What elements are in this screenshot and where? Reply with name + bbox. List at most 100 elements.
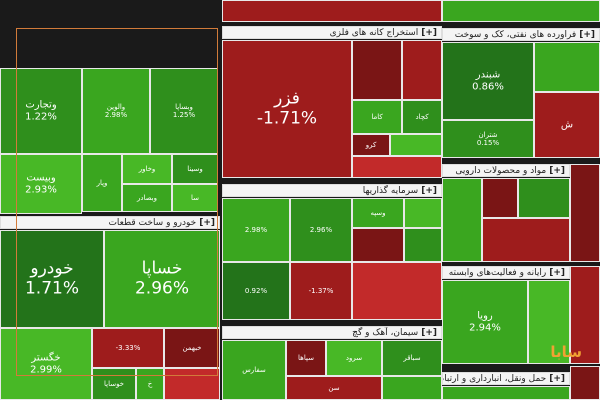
tile-haml-1[interactable] [442,386,570,400]
tile-pct: 0.15% [476,139,500,147]
tile-daroo-3[interactable] [518,178,570,218]
tile-sarmaye-4[interactable]: -1.37% [290,262,352,320]
tile-khbahman[interactable]: خبهمن [164,328,220,368]
tile-khosapa[interactable]: خوساپا [92,368,136,400]
tile-valvin[interactable]: والوین 2.98% [82,68,150,154]
tile-sarmaye-1[interactable]: 2.98% [222,198,290,262]
section-header-rayane[interactable]: [+]رایانه و فعالیت‌های وابسته [442,266,570,279]
section-title: خودرو و ساخت قطعات [108,218,197,228]
tile-pct: -1.37% [308,286,334,295]
tile-vsina[interactable]: وسینا [172,154,218,184]
section-header-haml[interactable]: [+]حمل ونقل، انبارداری و ارتباطات [442,372,570,385]
expand-icon[interactable]: [+] [549,268,565,278]
expand-icon[interactable]: [+] [199,218,215,228]
tile-khodro[interactable]: خودرو 1.71% [0,230,104,328]
tile-sarmaye-6[interactable] [352,228,404,262]
tile-vbemellat[interactable]: وبیست 2.93% [0,154,82,214]
tile-khgostar[interactable]: خگستر 2.99% [0,328,92,400]
tile-sarood[interactable]: سرود [326,340,382,376]
tile-kama[interactable]: کاما [352,100,402,134]
tile-naft-1[interactable] [534,42,600,92]
tile-felezat-1[interactable] [352,40,402,100]
tile-vbsapa[interactable]: وبساپا 1.25% [150,68,218,154]
tile-pct: 0.86% [472,81,504,92]
tile-vbsadr[interactable]: وبصادر [122,184,172,212]
tile-shtran[interactable]: شتران 0.15% [442,120,534,158]
tile-daroo-5[interactable] [570,164,600,262]
tile-sarmaye-7[interactable] [404,228,442,262]
section-header-daroo[interactable]: [+]مواد و محصولات دارویی [442,164,570,177]
tile-name: شتران [478,130,498,139]
tile-vkhavar[interactable]: وخاور [122,154,172,184]
tile-pct: 2.98% [104,111,128,119]
tile-sarmaye-3[interactable]: 0.92% [222,262,290,320]
tile-khsapa[interactable]: خساپا 2.96% [104,230,220,328]
tile-name: سپاها [298,353,314,362]
section-header-felezat[interactable]: [+]استخراج کانه های فلزی [222,26,442,39]
tile-name: وسینا [187,164,203,173]
section-header-sarmaye[interactable]: [+]سرمایه گذاریها [222,184,442,197]
tile-name: وتجارت [25,99,57,111]
tile-kchad[interactable]: کچاد [402,100,442,134]
tile-pct: 1.22% [25,111,57,122]
tile-name: ش [560,119,574,131]
section-header-siman[interactable]: [+]سیمان، آهک و گچ [222,326,442,339]
tile-felezat-4[interactable] [352,156,442,178]
tile-fazar[interactable]: فزر -1.71% [222,40,352,178]
tile-sarmaye-8[interactable] [352,262,442,320]
tile-name: سرود [345,353,363,362]
tile-sbaqer[interactable]: سباقر [382,340,442,376]
tile-name: شبندر [475,69,501,81]
tile-kh[interactable]: خ [136,368,164,400]
section-title: سیمان، آهک و گچ [352,328,419,338]
tile-name: وبصادر [136,193,158,202]
section-title: فراورده های نفتی، کک و سوخت [454,30,577,40]
expand-icon[interactable]: [+] [549,166,565,176]
tile-daroo-2[interactable] [482,178,518,218]
tile-khneg[interactable]: -3.33% [92,328,164,368]
expand-icon[interactable]: [+] [421,328,437,338]
tile-shbandar[interactable]: شبندر 0.86% [442,42,534,120]
tile-name: کاما [371,112,383,121]
tile-name: وخاور [138,164,156,173]
top-tile-2[interactable] [442,0,600,22]
tile-haml-2[interactable] [570,366,600,400]
tile-pct: 2.94% [469,322,501,333]
section-title: سرمایه گذاریها [362,186,419,196]
tile-vsapa[interactable]: وسپه [352,198,404,228]
tile-rayaneh[interactable]: رویا 2.94% [442,280,528,364]
tile-pct: 2.98% [244,225,268,234]
expand-icon[interactable]: [+] [421,186,437,196]
tile-krooy[interactable]: کرو [352,134,390,156]
tile-daroo-4[interactable] [482,218,570,262]
expand-icon[interactable]: [+] [421,28,437,38]
tile-sh[interactable]: ش [534,92,600,158]
tile-sarmaye-2[interactable]: 2.96% [290,198,352,262]
tile-vpar[interactable]: وپار [82,154,122,212]
tile-sneg[interactable]: سن [286,376,382,400]
section-header-khodro[interactable]: [+]خودرو و ساخت قطعات [0,216,220,229]
tile-small-red[interactable] [164,368,220,400]
tile-pct: 2.96% [134,278,189,298]
tile-pct: 1.71% [24,278,79,298]
expand-icon[interactable]: [+] [549,374,565,384]
tile-name: خ [147,379,153,388]
tile-sa[interactable]: سا [172,184,218,212]
tile-felezat-2[interactable] [402,40,442,100]
tile-daroo-1[interactable] [442,178,482,262]
tile-name: رویا [477,310,493,322]
tile-name: خودرو [30,258,74,279]
tile-vtejarat[interactable]: وتجارت 1.22% [0,68,82,154]
tile-pct: -3.33% [115,343,141,352]
tile-sfars[interactable]: سفارس [222,340,286,400]
tile-rayane-2[interactable] [528,280,570,364]
section-header-naft[interactable]: [+]فراورده های نفتی، کک و سوخت [442,28,600,41]
tile-pct: 2.99% [30,364,62,375]
expand-icon[interactable]: [+] [579,30,595,40]
tile-sepaha[interactable]: سپاها [286,340,326,376]
top-tile-1[interactable] [222,0,442,22]
tile-sarmaye-5[interactable] [404,198,442,228]
tile-name: وبیست [26,172,56,184]
tile-siman-2[interactable] [382,376,442,400]
tile-felezat-3[interactable] [390,134,442,156]
